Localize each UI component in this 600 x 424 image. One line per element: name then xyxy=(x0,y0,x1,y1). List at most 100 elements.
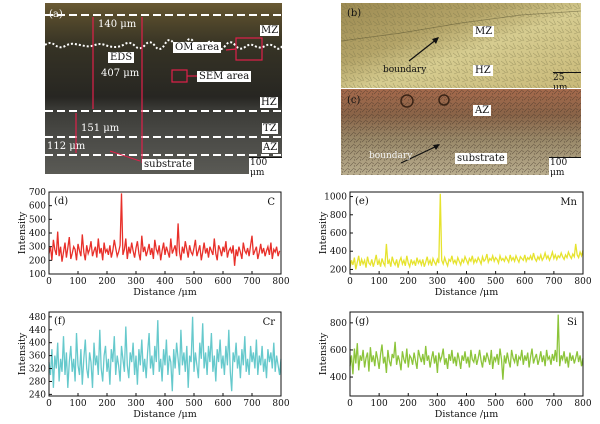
chart-d-series-line xyxy=(48,193,281,266)
line-chart-d: 0 100 200 300 400 500 600 700 800100200300400500… xyxy=(17,188,290,298)
chart-g-x-tick-label: 300 xyxy=(429,399,446,409)
chart-d-y-tick-label: 500 xyxy=(29,215,46,225)
chart-f-x-tick-label: 200 xyxy=(98,399,115,409)
chart-f-x-tick-label: 800 xyxy=(272,399,289,409)
chart-f-y-tick-label: 240 xyxy=(29,390,46,400)
chart-e-y-tick-label: 200 xyxy=(330,265,347,275)
chart-g-x-axis-title: Distance /μm xyxy=(435,409,498,420)
zone-az-label: AZ xyxy=(262,142,279,153)
chart-e-y-tick-label: 800 xyxy=(330,211,347,221)
chart-g-x-tick-label: 700 xyxy=(545,399,562,409)
panel-b-boundary-label: boundary xyxy=(383,65,427,75)
chart-d-y-tick-label: 200 xyxy=(29,256,46,266)
chart-d-x-tick-label: 400 xyxy=(156,277,173,287)
chart-e-y-tick-label: 400 xyxy=(330,247,347,257)
chart-f-element-label: Cr xyxy=(263,317,276,328)
chart-e-y-axis-title: Intensity xyxy=(318,211,329,254)
chart-g-y-tick-label: 600 xyxy=(330,346,347,356)
scale-bar-b: 25 μm xyxy=(553,72,581,93)
panel-c-zone-az: AZ xyxy=(473,105,492,116)
panel-a-micrograph xyxy=(44,3,283,174)
chart-f-y-tick-label: 440 xyxy=(29,326,46,336)
callout-eds: EDS xyxy=(108,52,135,63)
dim-151: 151 μm xyxy=(81,123,120,134)
chart-d-x-tick-label: 100 xyxy=(69,277,86,287)
line-chart-g: 0 100 200 300 400 500 600 700 800 400 600 800 (g) Si D… xyxy=(318,311,592,420)
chart-g-x-tick-label: 0 xyxy=(347,399,353,409)
panel-b-label: (b) xyxy=(347,8,362,19)
callout-substrate: substrate xyxy=(142,159,194,170)
chart-d-x-tick-label: 700 xyxy=(243,277,260,287)
panel-c-zone-substrate: substrate xyxy=(455,153,507,164)
chart-e-panel-label: (e) xyxy=(355,196,369,207)
chart-g-y-axis-title: Intensity xyxy=(318,332,329,375)
chart-g-y-tick-label: 800 xyxy=(330,319,347,329)
chart-e-x-tick-label: 200 xyxy=(400,277,417,287)
chart-d-x-tick-label: 200 xyxy=(98,277,115,287)
chart-f-y-tick-label: 480 xyxy=(29,313,46,323)
callout-om-area: OM area xyxy=(173,42,222,53)
chart-d-y-tick-label: 100 xyxy=(29,270,46,280)
panel-c-label: (c) xyxy=(347,95,361,106)
chart-e-x-axis-title: Distance /μm xyxy=(435,287,498,298)
chart-e-x-tick-label: 700 xyxy=(545,277,562,287)
chart-e-x-tick-label: 0 xyxy=(347,277,353,287)
chart-f-x-tick-label: 500 xyxy=(185,399,202,409)
chart-e-x-tick-label: 600 xyxy=(516,277,533,287)
panel-c-boundary-label: boundary xyxy=(369,151,413,161)
chart-d-frame xyxy=(48,191,282,275)
chart-e-y-tick-label: 600 xyxy=(330,229,347,239)
panel-c: (c) AZ substrate boundary 100 μm xyxy=(341,89,581,178)
chart-e-x-tick-label: 400 xyxy=(458,277,475,287)
chart-g-x-tick-label: 200 xyxy=(400,399,417,409)
chart-e-element-label: Mn xyxy=(560,197,577,208)
chart-f-y-tick-label: 320 xyxy=(29,365,46,375)
zone-mz-label: MZ xyxy=(260,25,280,36)
chart-f-x-tick-label: 700 xyxy=(243,399,260,409)
chart-g-y-tick-label: 400 xyxy=(330,373,347,383)
chart-g-series-line xyxy=(349,314,584,380)
chart-f-y-tick-label: 360 xyxy=(29,352,46,362)
zone-hz-label: HZ xyxy=(260,97,278,108)
chart-g-panel-label: (g) xyxy=(355,316,369,327)
chart-e-x-tick-label: 800 xyxy=(574,277,591,287)
chart-d-y-tick-label: 600 xyxy=(29,202,46,212)
chart-d-x-axis-title: Distance /μm xyxy=(133,287,196,298)
chart-f-panel-label: (f) xyxy=(54,316,66,327)
chart-g-x-tick-label: 600 xyxy=(516,399,533,409)
line-chart-e: 0 100 200 300 400 500 600 700 800 200 400 600 800 100… xyxy=(318,191,592,298)
chart-f-y-tick-label: 400 xyxy=(29,339,46,349)
chart-d-x-tick-label: 500 xyxy=(185,277,202,287)
chart-g-x-tick-label: 400 xyxy=(458,399,475,409)
callout-sem-area: SEM area xyxy=(197,71,252,82)
scale-bar-a: 100 μm xyxy=(249,157,282,178)
panel-b: (b) MZ HZ boundary 25 μm xyxy=(340,3,582,93)
chart-f-x-tick-label: 0 xyxy=(46,399,52,409)
chart-e-series-line xyxy=(349,193,584,270)
chart-f-y-tick-label: 280 xyxy=(29,377,46,387)
chart-g-x-tick-label: 800 xyxy=(574,399,591,409)
chart-d-x-tick-label: 300 xyxy=(127,277,144,287)
chart-f-x-axis-title: Distance /μm xyxy=(133,409,196,420)
chart-f-series-line xyxy=(48,316,282,392)
chart-g-element-label: Si xyxy=(567,317,577,328)
chart-d-element-label: C xyxy=(267,197,275,208)
chart-f-x-tick-label: 600 xyxy=(214,399,231,409)
chart-g-x-tick-label: 500 xyxy=(487,399,504,409)
dim-112: 112 μm xyxy=(47,141,86,152)
chart-f-x-tick-label: 100 xyxy=(69,399,86,409)
panel-b-zone-hz: HZ xyxy=(473,65,493,76)
chart-f-y-axis-title: Intensity xyxy=(17,332,28,375)
chart-f-x-tick-label: 400 xyxy=(156,399,173,409)
chart-e-x-tick-label: 500 xyxy=(487,277,504,287)
chart-d-x-tick-label: 800 xyxy=(272,277,289,287)
chart-g-x-tick-label: 100 xyxy=(371,399,388,409)
chart-e-y-tick-label: 1000 xyxy=(324,193,347,203)
chart-d-y-tick-label: 700 xyxy=(29,188,46,198)
chart-f-x-tick-label: 300 xyxy=(127,399,144,409)
chart-e-x-tick-label: 300 xyxy=(429,277,446,287)
line-chart-f: 0 100 200 300 400 500 600 700 800 240 280 320 360 400… xyxy=(17,311,290,420)
chart-e-x-tick-label: 100 xyxy=(371,277,388,287)
dim-140: 140 μm xyxy=(98,19,137,30)
panel-c-micrograph xyxy=(341,89,581,175)
